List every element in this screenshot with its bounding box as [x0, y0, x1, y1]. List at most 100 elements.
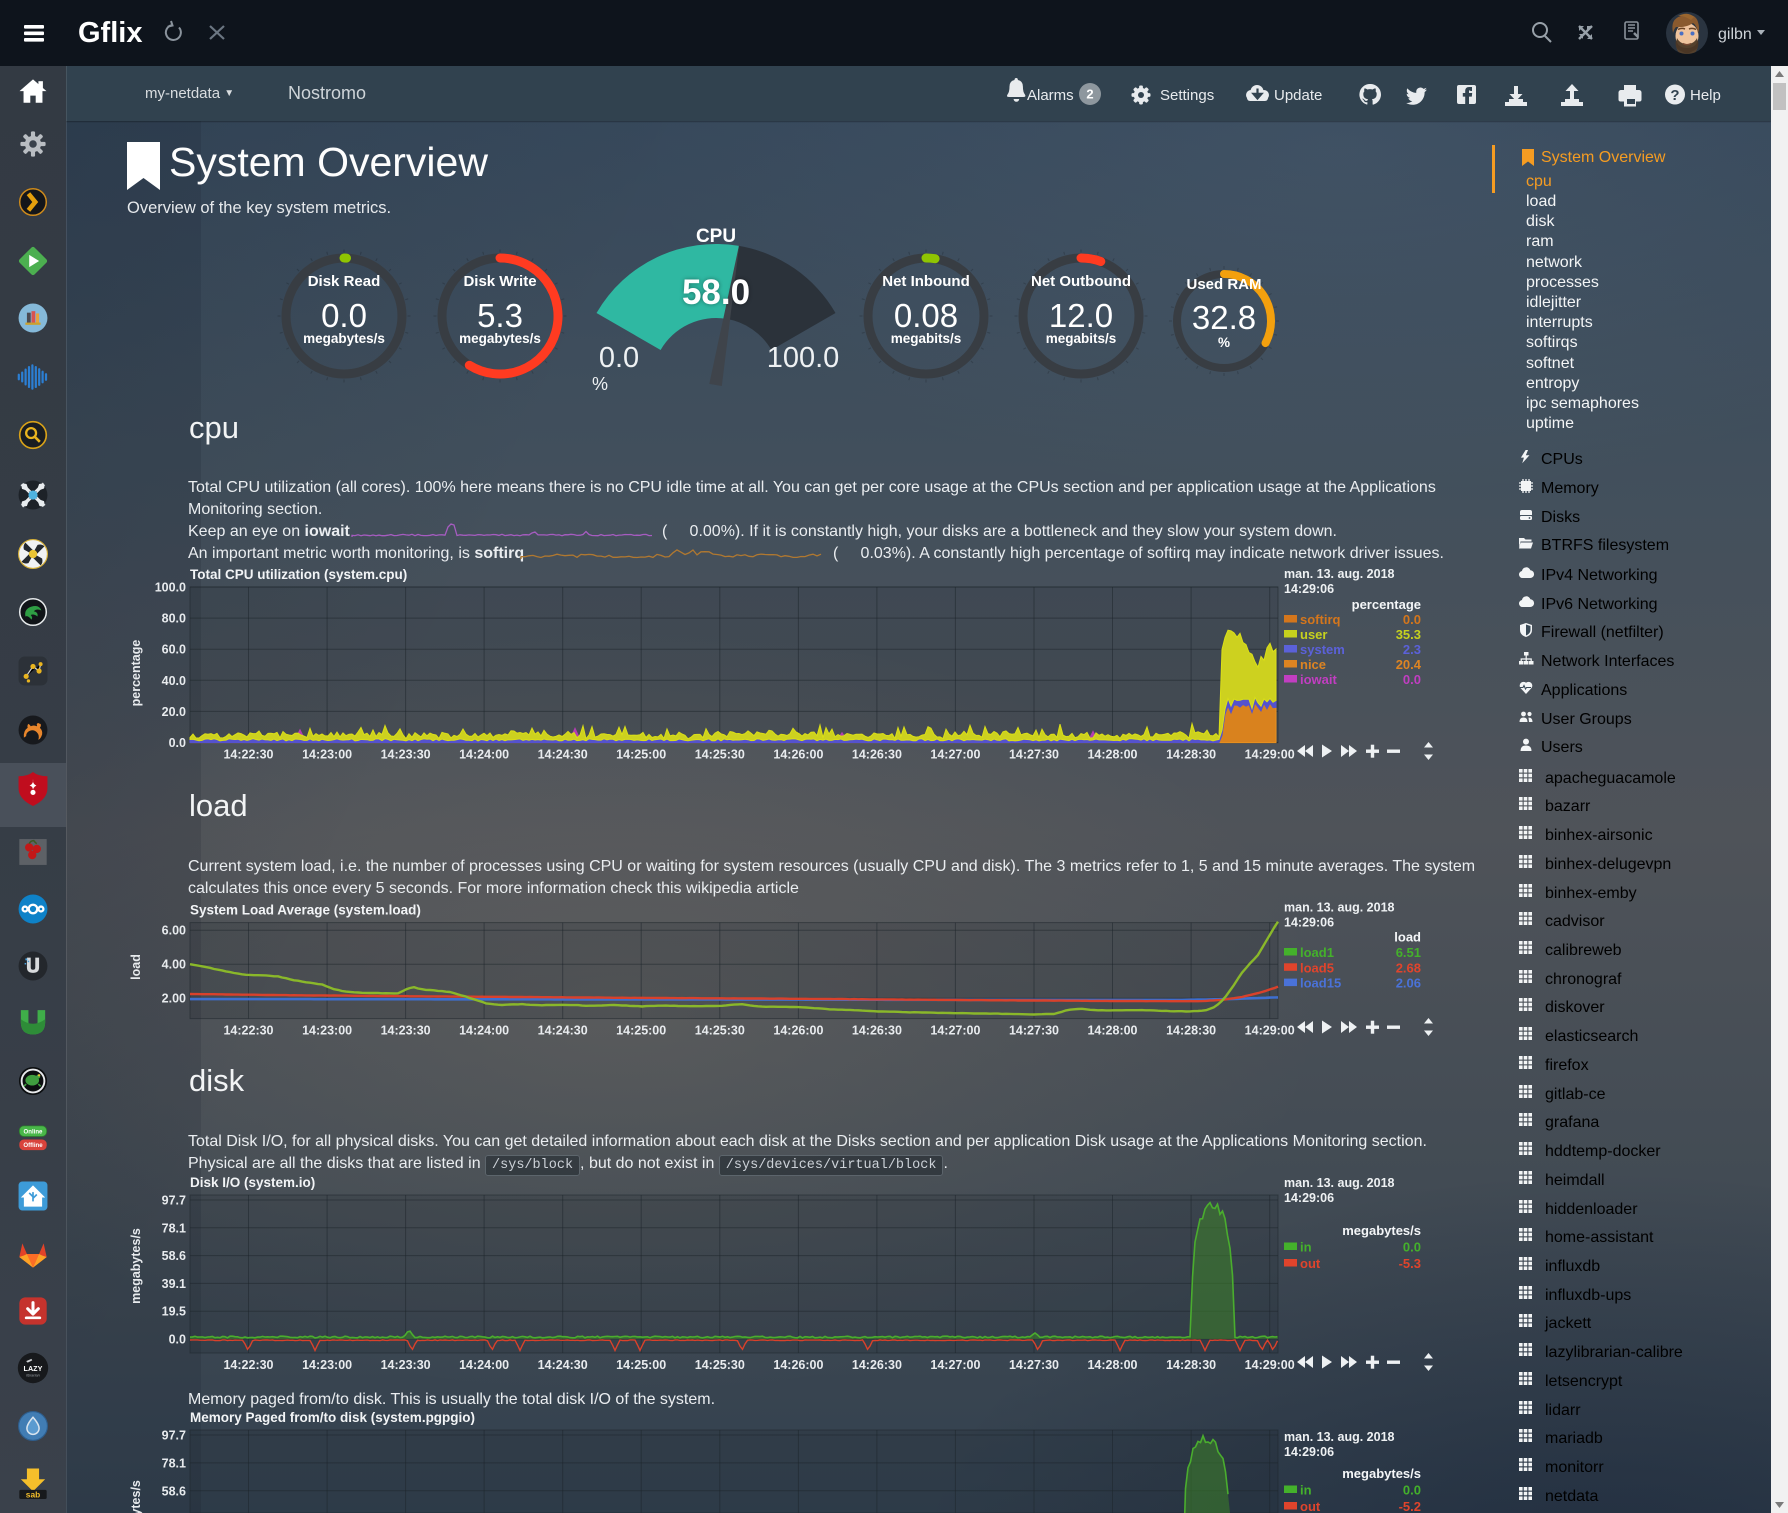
svg-text:0.08: 0.08: [894, 297, 958, 334]
svg-text:4.00: 4.00: [162, 958, 186, 972]
svg-text:58.6: 58.6: [162, 1484, 186, 1498]
svg-text:-5.2: -5.2: [1399, 1499, 1421, 1513]
svg-text:%: %: [1218, 335, 1230, 350]
svg-text:14:23:30: 14:23:30: [381, 1358, 431, 1372]
svg-text:14:29:06: 14:29:06: [1284, 1191, 1334, 1205]
svg-text:14:29:06: 14:29:06: [1284, 916, 1334, 930]
svg-text:sab: sab: [26, 1489, 40, 1499]
svg-text:2.06: 2.06: [1396, 976, 1421, 991]
svg-text:78.1: 78.1: [162, 1221, 186, 1235]
svg-text:2.00: 2.00: [162, 992, 186, 1006]
svg-text:Alarms: Alarms: [1027, 87, 1074, 104]
svg-text:Disk Read: Disk Read: [308, 273, 381, 290]
svg-text:megabytes/s: megabytes/s: [129, 1228, 143, 1304]
svg-text:softirq: softirq: [1300, 612, 1341, 627]
svg-text:6.51: 6.51: [1396, 945, 1421, 960]
svg-text:100.0: 100.0: [767, 342, 840, 374]
svg-text:0.0: 0.0: [1403, 1483, 1421, 1498]
svg-text:nice: nice: [1300, 657, 1326, 672]
svg-text:iowait: iowait: [1300, 672, 1338, 687]
svg-text:100.0: 100.0: [155, 581, 186, 595]
svg-text:gilbn: gilbn: [1718, 26, 1752, 43]
svg-text:14:26:00: 14:26:00: [773, 1024, 823, 1038]
svg-text:2: 2: [1086, 87, 1093, 102]
svg-text:32.8: 32.8: [1192, 299, 1256, 336]
svg-text:14:25:00: 14:25:00: [616, 748, 666, 762]
svg-text:megabytes/s: megabytes/s: [459, 331, 541, 346]
svg-text:megabytes/s: megabytes/s: [303, 331, 385, 346]
svg-text:20.4: 20.4: [1396, 657, 1422, 672]
svg-text:6.00: 6.00: [162, 924, 186, 938]
svg-text:14:22:30: 14:22:30: [223, 1024, 273, 1038]
svg-text:%: %: [592, 374, 608, 394]
svg-text:out: out: [1300, 1499, 1321, 1513]
svg-text:14:24:00: 14:24:00: [459, 1358, 509, 1372]
svg-text:14:25:00: 14:25:00: [616, 1024, 666, 1038]
svg-text:Total CPU utilization (system.: Total CPU utilization (system.cpu): [190, 567, 407, 582]
svg-text:Help: Help: [1690, 87, 1721, 104]
svg-text:20.0: 20.0: [162, 705, 186, 719]
svg-text:system: system: [1300, 642, 1345, 657]
svg-text:Net Outbound: Net Outbound: [1031, 273, 1131, 290]
svg-text:0.0: 0.0: [599, 342, 639, 374]
svg-text:Disk I/O (system.io): Disk I/O (system.io): [190, 1175, 315, 1190]
svg-text:megabytes/s: megabytes/s: [129, 1480, 143, 1513]
svg-text:39.1: 39.1: [162, 1277, 186, 1291]
svg-text:14:23:30: 14:23:30: [381, 748, 431, 762]
svg-text:percentage: percentage: [1352, 597, 1421, 612]
svg-text:14:25:30: 14:25:30: [695, 748, 745, 762]
svg-text:2.3: 2.3: [1403, 642, 1421, 657]
svg-text:load: load: [1394, 930, 1421, 945]
svg-text:in: in: [1300, 1483, 1312, 1498]
svg-text:14:24:30: 14:24:30: [538, 1024, 588, 1038]
svg-text:14:25:30: 14:25:30: [695, 1024, 745, 1038]
svg-text:80.0: 80.0: [162, 612, 186, 626]
svg-text:0.0: 0.0: [1403, 1240, 1421, 1255]
svg-text:14:23:00: 14:23:00: [302, 748, 352, 762]
svg-text:14:26:30: 14:26:30: [852, 748, 902, 762]
svg-text:megabytes/s: megabytes/s: [1342, 1223, 1421, 1238]
svg-text:Memory Paged from/to disk (sys: Memory Paged from/to disk (system.pgpgio…: [190, 1410, 475, 1425]
svg-text:megabits/s: megabits/s: [1046, 331, 1117, 346]
svg-text:14:24:30: 14:24:30: [538, 748, 588, 762]
svg-text:14:27:00: 14:27:00: [930, 1024, 980, 1038]
svg-text:Net Inbound: Net Inbound: [882, 273, 969, 290]
svg-text:Disk Write: Disk Write: [463, 273, 536, 290]
svg-text:?: ?: [1670, 87, 1679, 104]
svg-text:0.0: 0.0: [169, 736, 186, 750]
svg-text:0.0: 0.0: [1403, 672, 1421, 687]
svg-text:LAZY: LAZY: [24, 1364, 43, 1373]
svg-text:14:27:00: 14:27:00: [930, 1358, 980, 1372]
svg-text:Used RAM: Used RAM: [1186, 276, 1261, 293]
svg-text:man. 13. aug. 2018: man. 13. aug. 2018: [1284, 1176, 1395, 1190]
svg-text:load15: load15: [1300, 976, 1341, 991]
svg-text:0.0: 0.0: [1403, 612, 1421, 627]
svg-text:14:26:30: 14:26:30: [852, 1358, 902, 1372]
svg-text:19.5: 19.5: [162, 1305, 186, 1319]
svg-text:CPU: CPU: [696, 226, 736, 247]
svg-text:12.0: 12.0: [1049, 297, 1113, 334]
svg-text:14:22:30: 14:22:30: [223, 748, 273, 762]
svg-text:58.6: 58.6: [162, 1249, 186, 1263]
svg-text:load: load: [129, 954, 143, 980]
svg-text:14:26:30: 14:26:30: [852, 1024, 902, 1038]
svg-text:14:28:00: 14:28:00: [1087, 1358, 1137, 1372]
svg-text:14:27:30: 14:27:30: [1009, 1024, 1059, 1038]
svg-text:megabytes/s: megabytes/s: [1342, 1466, 1421, 1481]
svg-text:14:26:00: 14:26:00: [773, 1358, 823, 1372]
svg-text:man. 13. aug. 2018: man. 13. aug. 2018: [1284, 567, 1395, 581]
svg-text:14:28:30: 14:28:30: [1166, 1358, 1216, 1372]
svg-text:14:23:00: 14:23:00: [302, 1358, 352, 1372]
svg-text:14:29:06: 14:29:06: [1284, 1445, 1334, 1459]
svg-text:Update: Update: [1274, 87, 1322, 104]
svg-text:97.7: 97.7: [162, 1429, 186, 1443]
svg-text:0.0: 0.0: [321, 297, 367, 334]
svg-text:man. 13. aug. 2018: man. 13. aug. 2018: [1284, 1430, 1395, 1444]
svg-text:40.0: 40.0: [162, 674, 186, 688]
svg-text:14:25:30: 14:25:30: [695, 1358, 745, 1372]
svg-text:14:28:00: 14:28:00: [1087, 748, 1137, 762]
svg-text:14:24:30: 14:24:30: [538, 1358, 588, 1372]
svg-text:megabits/s: megabits/s: [891, 331, 962, 346]
svg-text:14:25:00: 14:25:00: [616, 1358, 666, 1372]
svg-text:14:26:00: 14:26:00: [773, 748, 823, 762]
